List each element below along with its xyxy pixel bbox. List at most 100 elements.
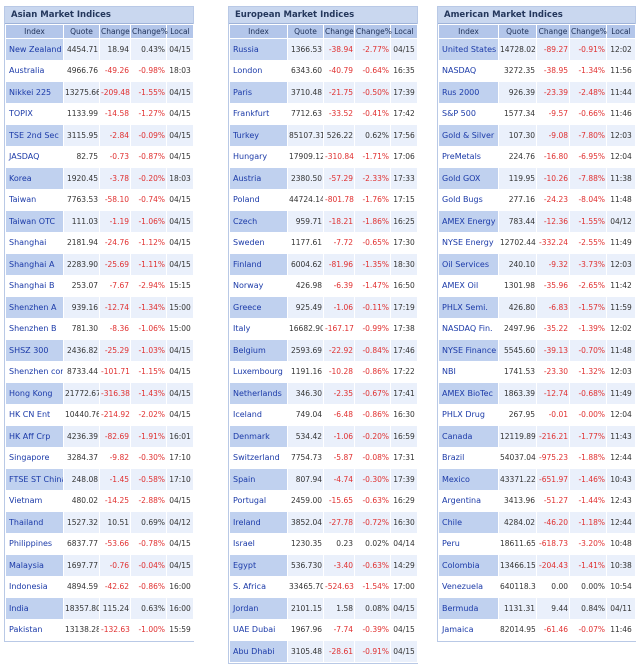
index-name-link[interactable]: Paris	[229, 81, 288, 104]
quote-cell: 2101.15	[287, 597, 324, 620]
table-row: Russia 1366.53 -38.94 -2.77% 04/15	[229, 38, 418, 61]
index-name-link[interactable]: New Zealand	[5, 38, 64, 61]
panel-title: Asian Market Indices	[5, 7, 193, 24]
index-name-link[interactable]: S. Africa	[229, 575, 288, 598]
index-name-link[interactable]: Venezuela	[438, 575, 499, 598]
index-name-link[interactable]: NYSE Finance	[438, 339, 499, 362]
index-name-link[interactable]: Peru	[438, 532, 499, 555]
index-name-link[interactable]: Switzerland	[229, 446, 288, 469]
index-name-link[interactable]: Taiwan OTC	[5, 210, 64, 233]
index-name-link[interactable]: Shenzhen B	[5, 317, 64, 340]
index-name-link[interactable]: JASDAQ	[5, 145, 64, 168]
index-name-link[interactable]: Oil Services	[438, 253, 499, 276]
index-name-link[interactable]: AMEX Oil	[438, 274, 499, 297]
index-name-link[interactable]: Jamaica	[438, 618, 499, 641]
index-name-link[interactable]: HK Aff Crp	[5, 425, 64, 448]
quote-cell: 426.80	[498, 296, 537, 319]
index-name-link[interactable]: Shanghai A	[5, 253, 64, 276]
index-name-link[interactable]: PHLX Semi.	[438, 296, 499, 319]
local-time-cell: 12:03	[606, 360, 636, 383]
local-time-cell: 04/15	[166, 231, 194, 254]
index-name-link[interactable]: Luxembourg	[229, 360, 288, 383]
change-cell: -4.74	[323, 468, 355, 491]
index-name-link[interactable]: Indonesia	[5, 575, 64, 598]
index-name-link[interactable]: Australia	[5, 59, 64, 82]
index-name-link[interactable]: Shanghai	[5, 231, 64, 254]
change-pct-cell: -1.27%	[130, 102, 167, 125]
index-name-link[interactable]: Italy	[229, 317, 288, 340]
index-name-link[interactable]: Gold GOX	[438, 167, 499, 190]
index-name-link[interactable]: Hungary	[229, 145, 288, 168]
index-name-link[interactable]: Brazil	[438, 446, 499, 469]
table-row: Shenzhen B 781.30 -8.36 -1.06% 15:00	[5, 317, 194, 340]
index-name-link[interactable]: NASDAQ	[438, 59, 499, 82]
index-name-link[interactable]: Ireland	[229, 511, 288, 534]
index-name-link[interactable]: Austria	[229, 167, 288, 190]
index-name-link[interactable]: Malaysia	[5, 554, 64, 577]
index-name-link[interactable]: SHSZ 300	[5, 339, 64, 362]
index-name-link[interactable]: Finland	[229, 253, 288, 276]
local-time-cell: 11:43	[606, 425, 636, 448]
index-name-link[interactable]: NYSE Energy	[438, 231, 499, 254]
index-name-link[interactable]: Greece	[229, 296, 288, 319]
index-name-link[interactable]: Jordan	[229, 597, 288, 620]
index-name-link[interactable]: Denmark	[229, 425, 288, 448]
index-name-link[interactable]: PreMetals	[438, 145, 499, 168]
index-name-link[interactable]: UAE Dubai	[229, 618, 288, 641]
index-name-link[interactable]: Taiwan	[5, 188, 64, 211]
change-pct-cell: -1.46%	[569, 468, 607, 491]
index-name-link[interactable]: Rus 2000	[438, 81, 499, 104]
index-name-link[interactable]: Nikkei 225	[5, 81, 64, 104]
index-name-link[interactable]: Poland	[229, 188, 288, 211]
index-name-link[interactable]: Sweden	[229, 231, 288, 254]
index-name-link[interactable]: Argentina	[438, 489, 499, 512]
index-name-link[interactable]: Belgium	[229, 339, 288, 362]
change-pct-cell: -0.00%	[569, 403, 607, 426]
index-name-link[interactable]: Hong Kong	[5, 382, 64, 405]
index-name-link[interactable]: Netherlands	[229, 382, 288, 405]
index-name-link[interactable]: Mexico	[438, 468, 499, 491]
index-name-link[interactable]: Russia	[229, 38, 288, 61]
index-name-link[interactable]: Gold Bugs	[438, 188, 499, 211]
index-name-link[interactable]: Canada	[438, 425, 499, 448]
change-pct-cell: 0.02%	[354, 532, 391, 555]
index-name-link[interactable]: NBI	[438, 360, 499, 383]
index-name-link[interactable]: Shenzhen comp	[5, 360, 64, 383]
index-name-link[interactable]: United States	[438, 38, 499, 61]
index-name-link[interactable]: India	[5, 597, 64, 620]
table-row: Thailand 1527.32 10.51 0.69% 04/12	[5, 511, 194, 534]
index-name-link[interactable]: Philippines	[5, 532, 64, 555]
index-name-link[interactable]: Chile	[438, 511, 499, 534]
index-name-link[interactable]: Thailand	[5, 511, 64, 534]
index-name-link[interactable]: Pakistan	[5, 618, 64, 641]
index-name-link[interactable]: Turkey	[229, 124, 288, 147]
index-name-link[interactable]: Israel	[229, 532, 288, 555]
index-name-link[interactable]: Bermuda	[438, 597, 499, 620]
index-name-link[interactable]: Iceland	[229, 403, 288, 426]
index-name-link[interactable]: London	[229, 59, 288, 82]
index-name-link[interactable]: Czech	[229, 210, 288, 233]
index-name-link[interactable]: Shanghai B	[5, 274, 64, 297]
index-name-link[interactable]: Portugal	[229, 489, 288, 512]
index-name-link[interactable]: NASDAQ Fin.	[438, 317, 499, 340]
quote-cell: 1177.61	[287, 231, 324, 254]
index-name-link[interactable]: AMEX BioTec	[438, 382, 499, 405]
index-name-link[interactable]: Egypt	[229, 554, 288, 577]
index-name-link[interactable]: TSE 2nd Sec	[5, 124, 64, 147]
index-name-link[interactable]: Vietnam	[5, 489, 64, 512]
index-name-link[interactable]: FTSE ST China	[5, 468, 64, 491]
index-name-link[interactable]: AMEX Energy	[438, 210, 499, 233]
index-name-link[interactable]: HK CN Ent	[5, 403, 64, 426]
index-name-link[interactable]: Norway	[229, 274, 288, 297]
index-name-link[interactable]: Korea	[5, 167, 64, 190]
index-name-link[interactable]: Gold & Silver	[438, 124, 499, 147]
index-name-link[interactable]: Spain	[229, 468, 288, 491]
index-name-link[interactable]: Abu Dhabi	[229, 640, 288, 663]
index-name-link[interactable]: Colombia	[438, 554, 499, 577]
index-name-link[interactable]: Frankfurt	[229, 102, 288, 125]
index-name-link[interactable]: PHLX Drug	[438, 403, 499, 426]
index-name-link[interactable]: Singapore	[5, 446, 64, 469]
index-name-link[interactable]: TOPIX	[5, 102, 64, 125]
index-name-link[interactable]: S&P 500	[438, 102, 499, 125]
index-name-link[interactable]: Shenzhen A	[5, 296, 64, 319]
